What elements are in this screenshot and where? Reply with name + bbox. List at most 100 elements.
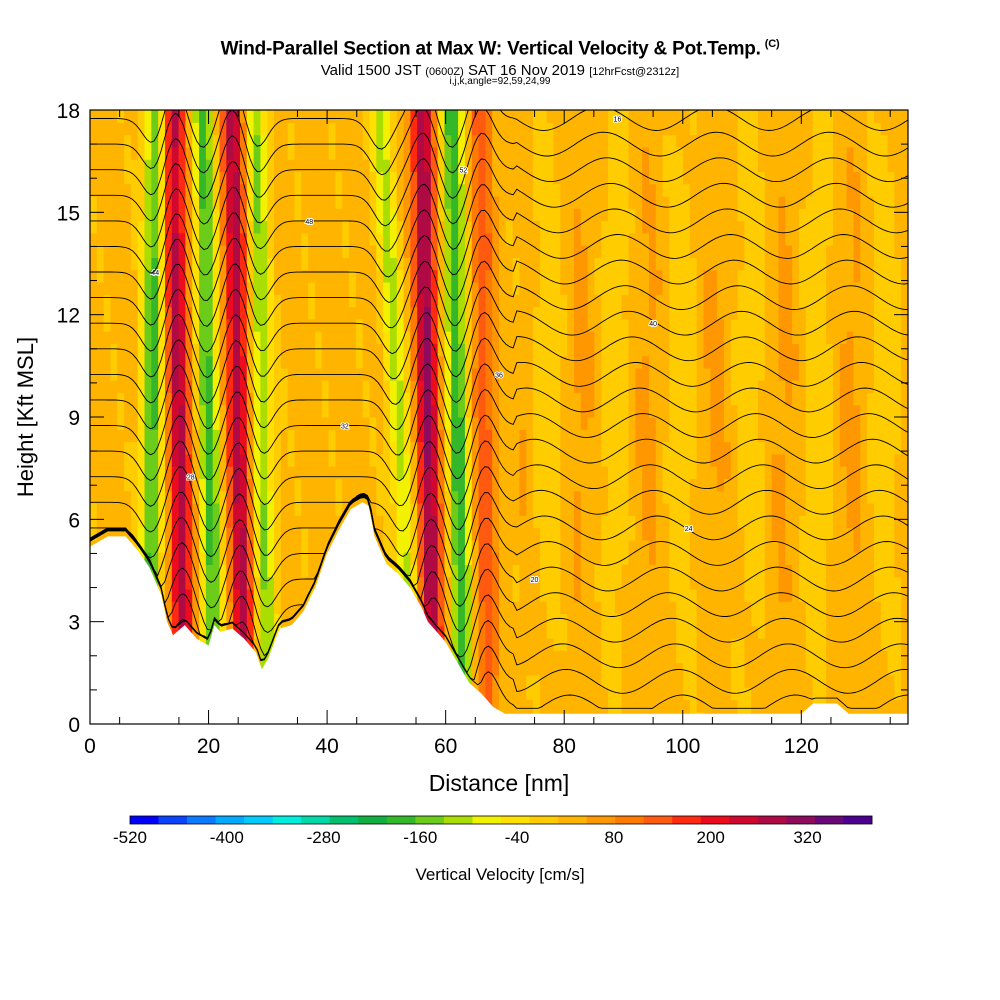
field-cell <box>171 588 180 602</box>
field-cell <box>676 122 684 136</box>
field-cell <box>328 110 336 111</box>
field-cell <box>328 429 336 443</box>
field-cell <box>171 355 180 369</box>
field-cell <box>130 367 139 381</box>
field-cell <box>614 294 623 308</box>
field-cell <box>178 134 187 148</box>
field-cell <box>96 478 105 492</box>
field-cell <box>573 699 582 713</box>
field-cell <box>683 638 691 651</box>
field-cell <box>662 502 671 516</box>
field-cell <box>314 429 323 443</box>
field-cell <box>464 355 473 369</box>
field-cell <box>492 294 500 308</box>
field-cell <box>253 195 262 209</box>
field-cell <box>737 367 745 381</box>
field-cell <box>158 281 166 295</box>
field-cell <box>717 294 725 308</box>
field-cell <box>376 417 384 430</box>
field-cell <box>362 294 371 308</box>
field-cell <box>648 355 657 369</box>
field-cell <box>137 110 146 111</box>
field-cell <box>212 306 221 320</box>
field-cell <box>110 466 118 479</box>
field-cell <box>192 429 200 443</box>
field-cell <box>212 110 221 111</box>
field-cell <box>301 220 309 234</box>
field-cell <box>710 195 718 209</box>
field-cell <box>621 674 630 688</box>
field-cell <box>280 441 289 455</box>
field-cell <box>505 122 514 136</box>
field-cell <box>246 269 255 283</box>
field-cell <box>512 232 521 246</box>
field-cell <box>628 257 636 271</box>
field-cell <box>389 110 398 123</box>
field-cell <box>151 146 159 160</box>
field-cell <box>519 490 527 504</box>
field-cell <box>226 588 234 602</box>
field-cell <box>376 183 384 197</box>
field-cell <box>648 417 657 430</box>
field-cell <box>546 588 555 602</box>
field-cell <box>314 110 323 111</box>
field-cell <box>499 146 507 160</box>
field-cell <box>696 195 705 209</box>
field-cell <box>539 515 548 529</box>
field-cell <box>164 490 173 504</box>
field-cell <box>601 306 609 320</box>
field-cell <box>294 110 302 123</box>
field-cell <box>342 331 350 344</box>
field-cell <box>451 650 459 664</box>
field-cell <box>683 625 691 639</box>
field-cell <box>151 502 159 516</box>
field-cell <box>689 220 698 234</box>
field-cell <box>103 281 112 295</box>
field-cell <box>130 245 139 258</box>
field-cell <box>451 638 459 651</box>
field-cell <box>499 343 507 357</box>
field-cell <box>144 195 152 209</box>
field-cell <box>233 552 241 565</box>
field-cell <box>614 355 623 369</box>
field-cell <box>560 159 568 172</box>
field-cell <box>233 564 241 578</box>
field-cell <box>601 159 609 172</box>
field-cell <box>717 404 725 418</box>
field-cell <box>676 417 684 430</box>
field-cell <box>90 232 98 246</box>
field-cell <box>458 478 466 492</box>
field-cell <box>383 281 391 295</box>
field-cell <box>239 232 248 246</box>
field-cell <box>205 380 214 394</box>
field-cell <box>376 122 384 136</box>
field-cell <box>662 306 671 320</box>
field-cell <box>444 515 452 529</box>
field-cell <box>717 699 725 713</box>
field-cell <box>669 625 677 639</box>
field-cell <box>369 466 377 479</box>
field-cell <box>274 515 282 529</box>
field-cell <box>151 208 159 222</box>
field-cell <box>267 417 275 430</box>
field-cell <box>485 687 493 701</box>
field-cell <box>458 208 466 222</box>
field-cell <box>696 110 705 123</box>
field-cell <box>608 662 616 676</box>
field-cell <box>260 441 268 455</box>
field-cell <box>485 134 493 148</box>
field-cell <box>567 564 575 578</box>
field-cell <box>730 281 739 295</box>
field-cell <box>280 146 289 160</box>
field-cell <box>601 110 609 111</box>
field-cell <box>533 331 541 344</box>
field-cell <box>539 466 548 479</box>
field-cell <box>110 232 118 246</box>
field-cell <box>274 552 282 565</box>
field-cell <box>185 601 193 615</box>
field-cell <box>628 392 636 406</box>
field-cell <box>369 502 377 516</box>
field-cell <box>301 159 309 172</box>
field-cell <box>703 441 711 455</box>
field-cell <box>274 232 282 246</box>
